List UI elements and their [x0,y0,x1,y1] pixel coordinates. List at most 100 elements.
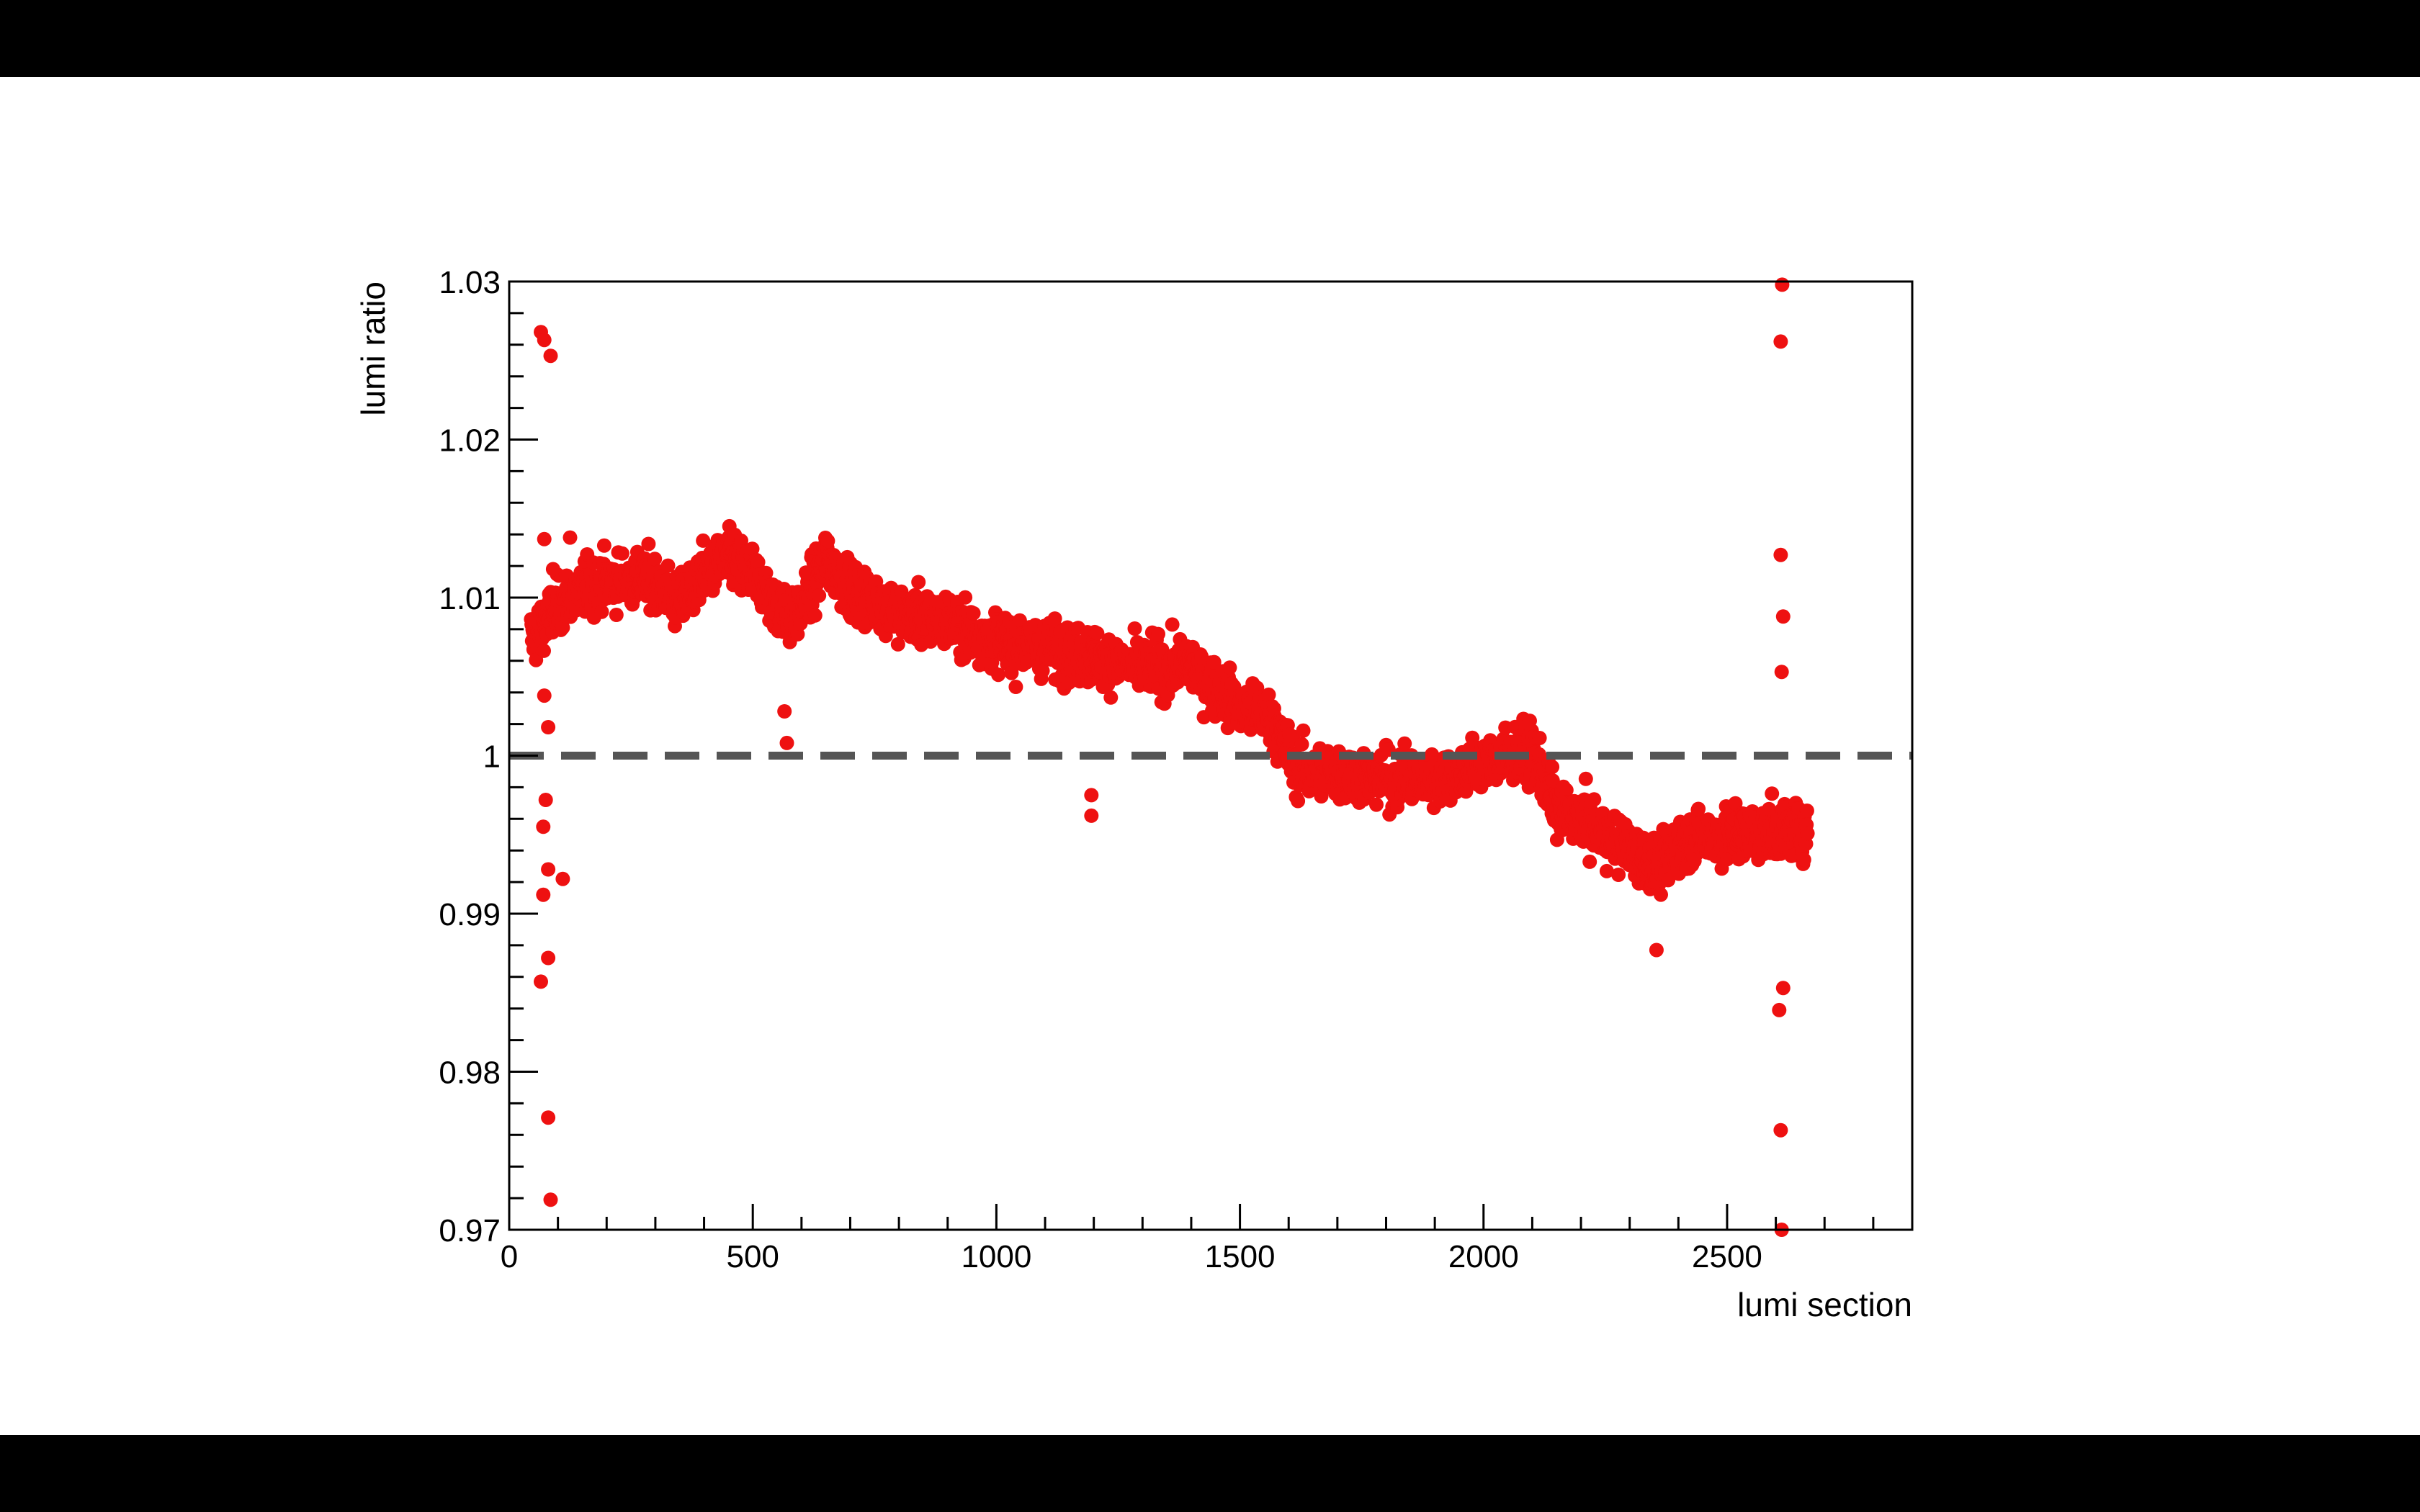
data-point [543,1192,558,1207]
data-point [1649,942,1664,958]
data-point [1765,786,1780,801]
data-point [1545,760,1560,775]
data-point [563,530,578,545]
data-point [541,862,556,877]
data-point [911,575,926,590]
y-tick-label: 0.98 [439,1056,501,1091]
data-point [647,552,663,567]
data-point [1728,796,1743,811]
data-point [1587,792,1602,807]
data-point [1775,981,1791,996]
data-point [1296,723,1311,738]
data-point [1222,660,1237,675]
data-point [537,688,552,703]
data-point [614,546,629,561]
data-point [1796,852,1811,868]
data-points-layer [524,277,1815,1237]
data-point [745,541,760,557]
data-point [596,538,611,553]
data-point [1799,804,1814,818]
data-point [541,1110,556,1125]
data-point [696,533,711,548]
data-point [1611,868,1626,882]
data-point [609,608,624,622]
data-point [1314,789,1329,804]
plot-canvas: 0 500 1000 1500 2000 2500 0.97 0.98 0.99 1 1.01 1.… [0,77,2420,1435]
x-tick-label: 2500 [1692,1239,1762,1274]
data-point [545,562,560,577]
data-point [807,608,823,623]
data-point [594,604,609,619]
data-point [1774,665,1789,680]
data-point [1397,736,1412,751]
data-point [1035,663,1050,678]
data-point [1084,808,1099,823]
data-point [1773,334,1788,349]
data-point [779,735,794,750]
data-point [1090,626,1105,641]
data-point [1773,1122,1788,1138]
data-point [1291,793,1306,809]
data-point [1775,609,1791,624]
data-point [536,887,551,902]
data-point [1008,680,1023,694]
y-tick-label: 1.02 [439,423,501,459]
data-point [641,536,656,552]
data-point [1582,854,1597,869]
data-point [1165,617,1180,632]
data-point [537,531,552,546]
data-point [541,720,556,734]
data-point [660,558,676,573]
data-point [1772,1002,1787,1017]
data-point [1775,277,1790,292]
y-tick-label: 1 [483,739,501,775]
data-point [1151,626,1165,642]
y-axis-title: lumi ratio [354,282,392,416]
data-point [890,636,905,652]
data-point [1800,826,1815,841]
scatter-plot: 0 500 1000 1500 2000 2500 0.97 0.98 0.99 1 1.01 1.… [354,265,1914,1323]
data-point [869,574,884,589]
data-point [1369,797,1384,812]
data-point [750,554,766,570]
x-tick-label: 2000 [1448,1239,1519,1274]
y-tick-label: 1.03 [439,265,501,300]
data-point [777,704,792,719]
data-point [543,348,558,364]
data-point [1294,737,1309,752]
x-axis-tick-labels: 0 500 1000 1500 2000 2500 [501,1239,1762,1274]
data-point [555,871,570,886]
data-point [1103,690,1119,705]
y-axis-ticks [509,280,538,1231]
data-point [985,655,1000,670]
data-point [1206,654,1222,670]
data-point [536,819,551,834]
x-tick-label: 500 [726,1239,779,1274]
data-point [1720,852,1734,867]
data-point [1545,773,1560,788]
x-tick-label: 1500 [1205,1239,1276,1274]
data-point [1661,873,1676,888]
data-point [1062,675,1077,690]
x-axis-ticks [508,1204,1875,1230]
data-point [1084,788,1099,803]
y-tick-label: 0.97 [439,1213,501,1248]
x-axis-title: lumi section [1737,1286,1912,1323]
data-point [1559,783,1574,798]
data-point [538,793,553,807]
data-point [812,588,827,603]
data-point [820,534,835,549]
y-tick-label: 1.01 [439,581,501,616]
data-point [1654,887,1668,902]
data-point [991,667,1006,683]
data-point [734,534,748,548]
data-point [537,333,552,348]
data-point [1578,771,1593,786]
data-point [1458,784,1474,799]
data-point [534,974,548,989]
data-point [1599,863,1614,878]
data-point [1261,687,1276,702]
data-point [966,606,981,621]
data-point [1532,731,1547,745]
data-point [958,590,973,605]
